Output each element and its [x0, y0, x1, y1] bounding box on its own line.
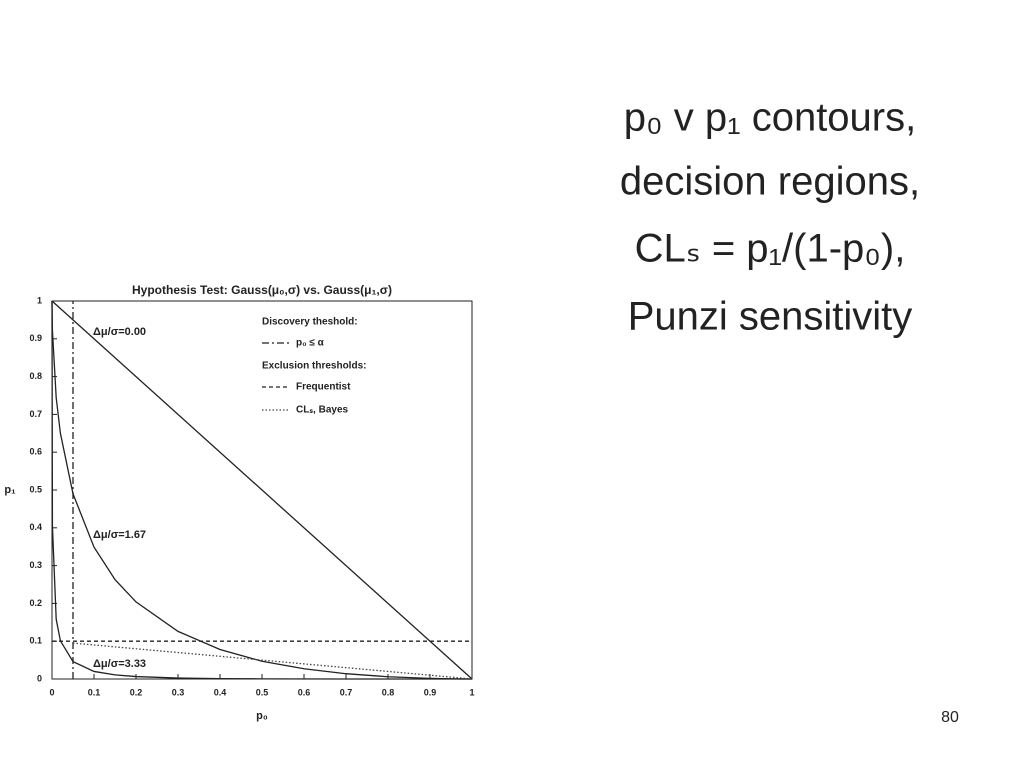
page-number: 80 [941, 709, 959, 726]
chart-title: Hypothesis Test: Gauss(μ₀,σ) vs. Gauss(μ… [132, 283, 392, 297]
y-tick-label: 0.7 [29, 409, 42, 419]
y-tick-label: 0.6 [29, 447, 42, 457]
x-tick-label: 0.3 [172, 687, 185, 697]
x-tick-label: 1 [469, 687, 474, 697]
legend-label: Frequentist [296, 382, 351, 393]
threshold-line [72, 642, 473, 680]
x-tick-label: 0.2 [130, 687, 143, 697]
y-tick-label: 0.1 [29, 636, 42, 646]
contour-label: Δμ/σ=1.67 [93, 529, 146, 541]
slide-title: decision regions, [620, 160, 920, 204]
legend-label: CLₛ, Bayes [296, 405, 349, 416]
slide-title: p₀ v p₁ contours, [624, 96, 916, 140]
y-tick-label: 0.4 [29, 522, 42, 532]
x-tick-label: 0.9 [424, 687, 437, 697]
x-tick-label: 0.7 [340, 687, 353, 697]
contour-label: Δμ/σ=3.33 [93, 658, 146, 670]
contour-label: Δμ/σ=0.00 [93, 326, 146, 338]
legend-box [255, 309, 467, 427]
y-tick-label: 0.3 [29, 560, 42, 570]
y-tick-label: 0.8 [29, 371, 42, 381]
y-tick-label: 0 [37, 673, 42, 683]
legend-label: p₀ ≤ α [296, 338, 325, 349]
contour-line [51, 300, 473, 680]
y-tick-label: 1 [37, 295, 42, 305]
y-tick-label: 0.5 [29, 484, 42, 494]
slide-title: Punzi sensitivity [628, 295, 913, 339]
y-axis-label: p₁ [4, 484, 16, 496]
x-tick-label: 0.6 [298, 687, 311, 697]
slide-title: CLₛ = p₁/(1-p₀), [635, 227, 906, 271]
x-axis-label: p₀ [256, 710, 268, 722]
x-tick-label: 0.1 [88, 687, 101, 697]
x-tick-label: 0.5 [256, 687, 269, 697]
x-tick-label: 0.4 [214, 687, 227, 697]
legend-heading: Discovery theshold: [262, 317, 358, 328]
contour-line [51, 300, 473, 680]
x-tick-label: 0 [49, 687, 54, 697]
x-tick-label: 0.8 [382, 687, 395, 697]
y-tick-label: 0.2 [29, 598, 42, 608]
legend-heading: Exclusion thresholds: [262, 361, 366, 372]
y-tick-label: 0.9 [29, 333, 42, 343]
